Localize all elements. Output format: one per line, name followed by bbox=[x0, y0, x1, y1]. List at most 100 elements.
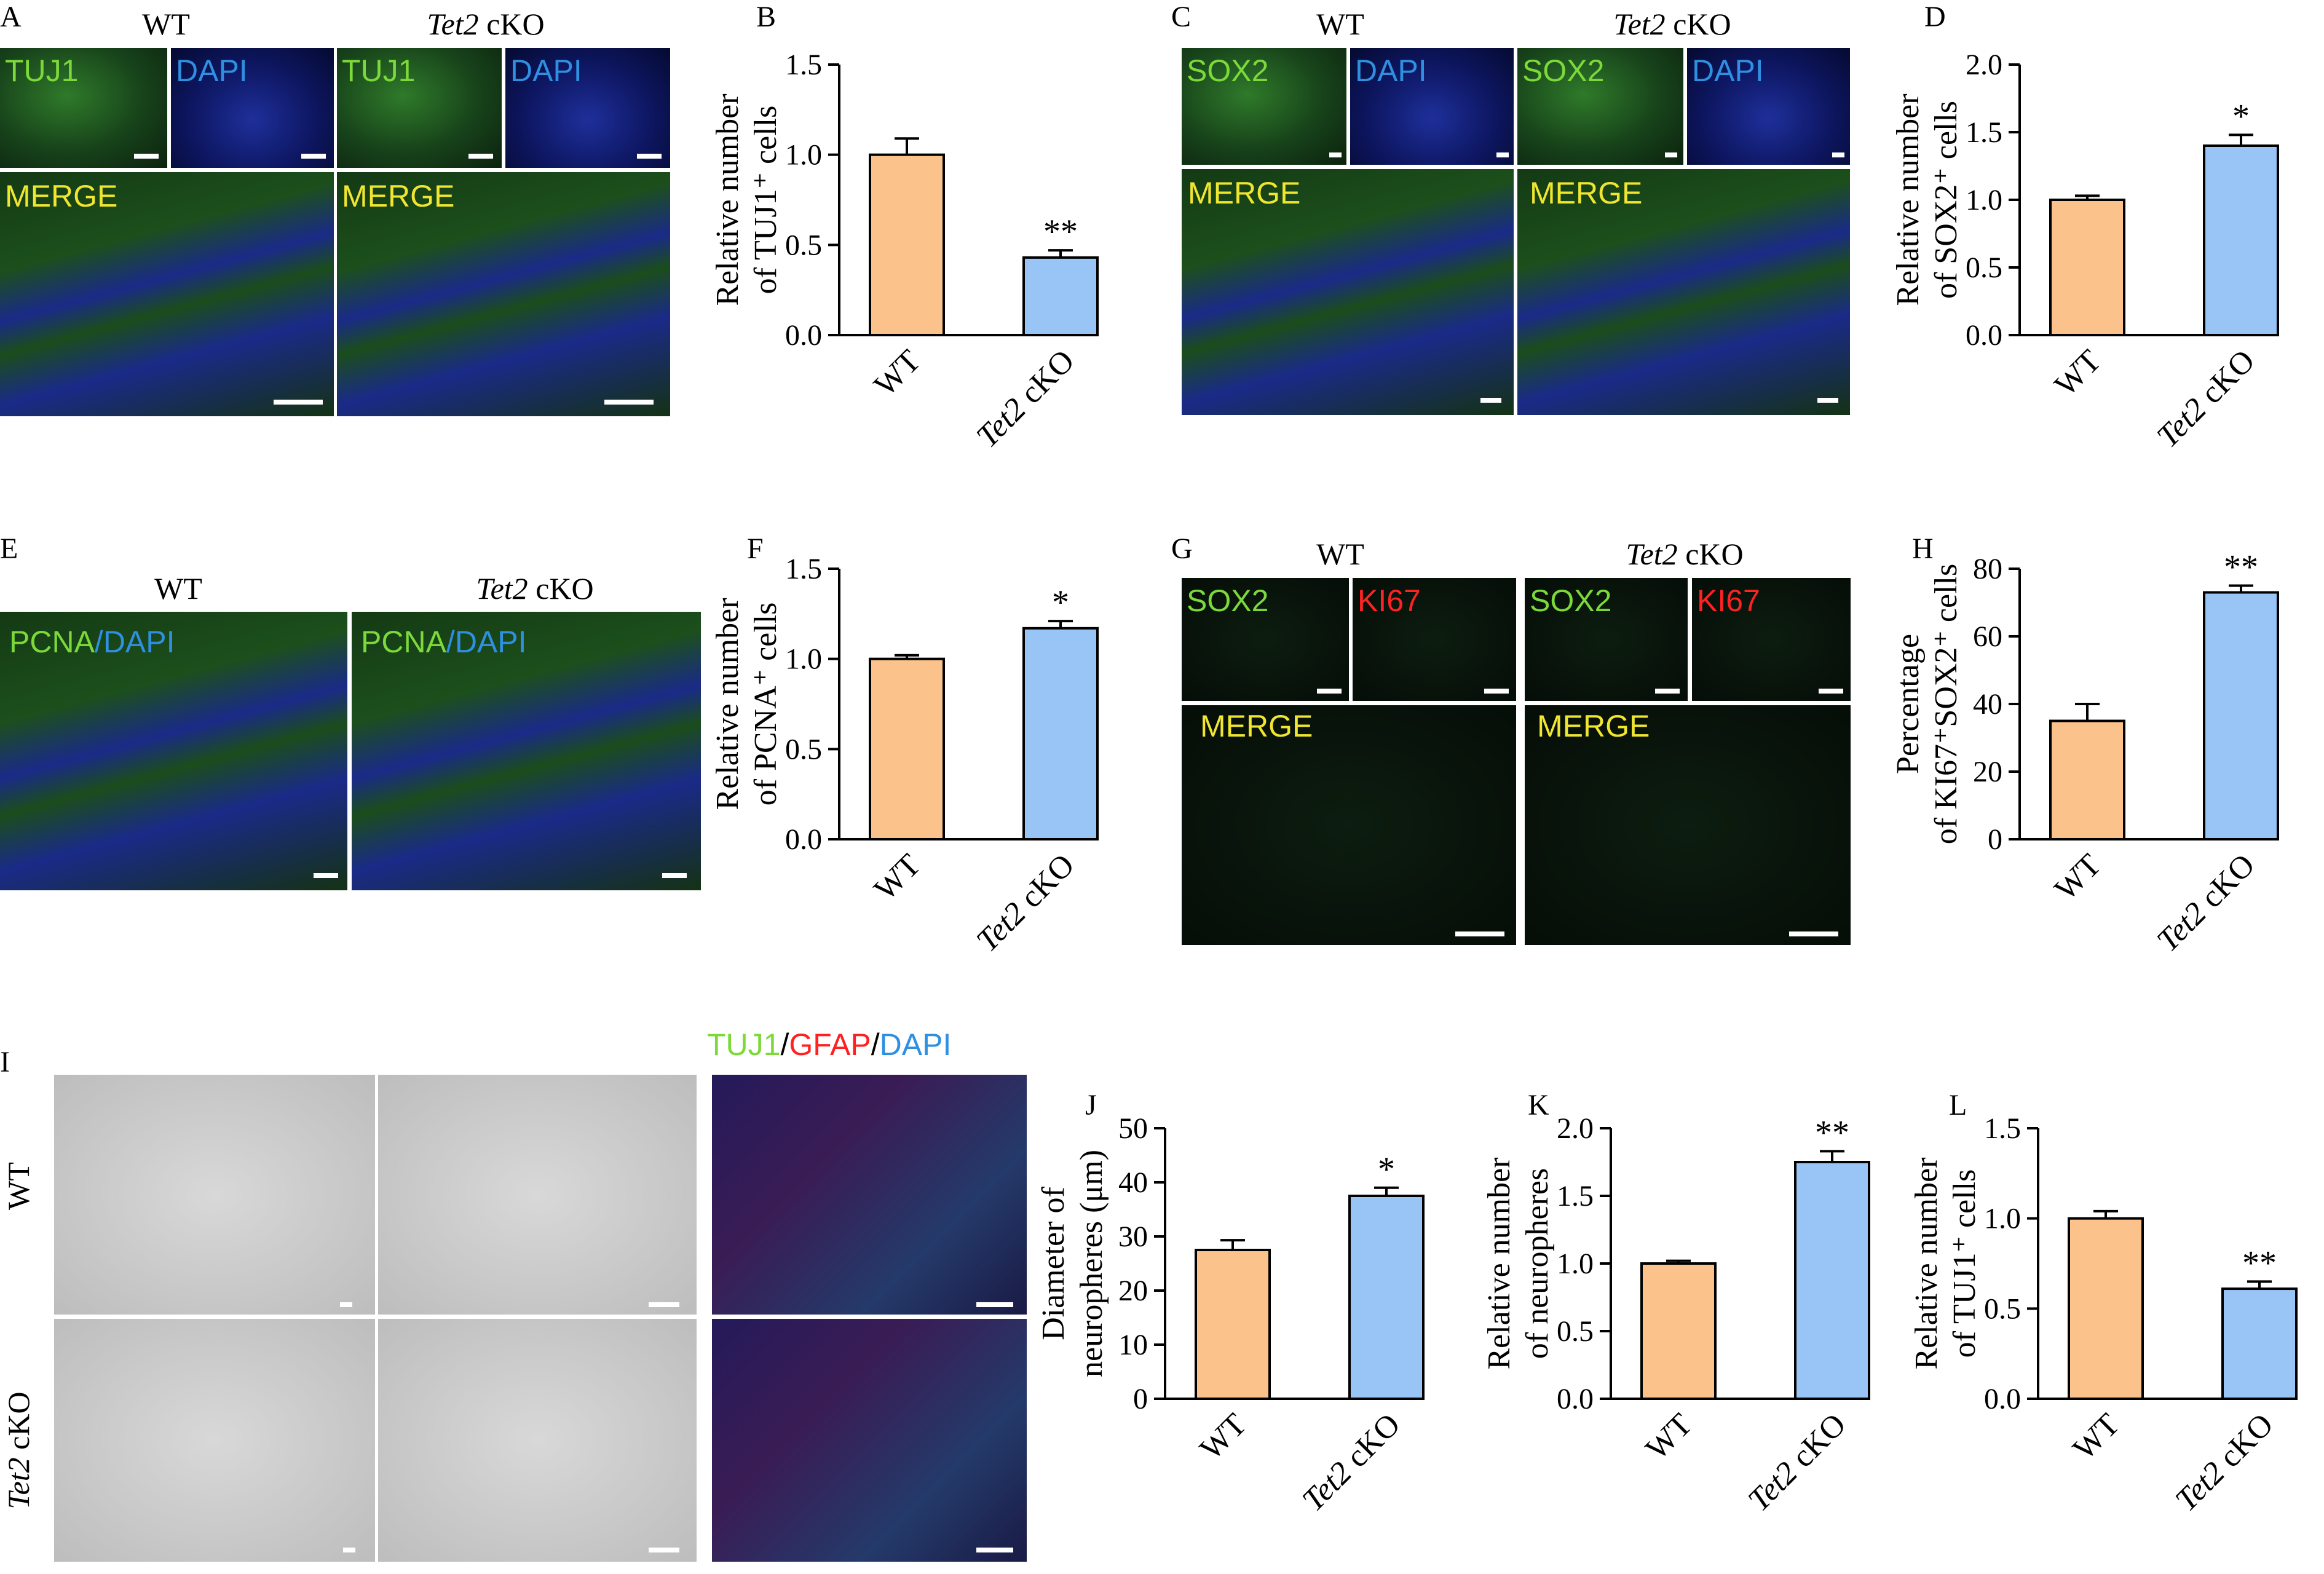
micro-c-cko-merge: MERGE bbox=[1517, 169, 1850, 415]
chart-b: 0.0 0.5 1.0 1.5 Relative number of TUJ1⁺ cell… bbox=[710, 49, 1099, 454]
panel-label-i: I bbox=[0, 1046, 10, 1078]
panel-label-k: K bbox=[1528, 1089, 1549, 1121]
micro-g-cko-sox2: SOX2 bbox=[1525, 578, 1688, 701]
y-axis-label: neuropheres (μm) bbox=[1074, 1150, 1109, 1377]
panel-label-h: H bbox=[1912, 532, 1934, 565]
x-tick-label: Tet2 cKO bbox=[2151, 847, 2262, 959]
y-tick-label: 40 bbox=[1118, 1166, 1148, 1199]
micro-a-cko-merge: MERGE bbox=[337, 172, 670, 416]
micro-i-wt-fluor bbox=[712, 1075, 1027, 1315]
micro-i-cko-high bbox=[378, 1319, 697, 1562]
y-tick-label: 2.0 bbox=[1966, 49, 2002, 81]
stain-label: SOX2 bbox=[1187, 583, 1269, 618]
micro-g-cko-ki67: KI67 bbox=[1692, 578, 1851, 701]
x-tick-label: WT bbox=[2048, 847, 2108, 907]
y-axis-label: of TUJ1⁺ cells bbox=[748, 106, 783, 295]
chart-k: 0.0 0.5 1.0 1.5 2.0 Relative number of neuroph… bbox=[1482, 1112, 1870, 1518]
y-tick-label: 0.0 bbox=[1984, 1383, 2021, 1415]
bar-cko bbox=[1794, 1161, 1870, 1400]
bar-wt bbox=[2068, 1217, 2144, 1401]
y-tick-label: 60 bbox=[1973, 620, 2002, 653]
stain-label: MERGE bbox=[1530, 176, 1643, 210]
y-tick-label: 30 bbox=[1118, 1220, 1148, 1253]
stain-label: MERGE bbox=[1200, 709, 1313, 743]
y-tick-label: 2.0 bbox=[1557, 1112, 1594, 1145]
bar-cko bbox=[2203, 591, 2279, 840]
panel-label-d: D bbox=[1924, 1, 1946, 33]
panel-c-cko-header: Tet2 cKO bbox=[1613, 7, 1731, 41]
x-tick-label: WT bbox=[868, 847, 927, 907]
y-tick-label: 1.5 bbox=[785, 49, 822, 81]
y-tick-label: 0.5 bbox=[1984, 1292, 2021, 1325]
bar-cko bbox=[1348, 1195, 1425, 1400]
panel-label-a: A bbox=[0, 1, 22, 33]
y-tick-label: 20 bbox=[1118, 1275, 1148, 1307]
micro-g-cko-merge: MERGE bbox=[1525, 705, 1851, 945]
panel-e-wt-header: WT bbox=[154, 571, 202, 606]
stain-label: PCNA/DAPI bbox=[361, 625, 527, 659]
y-tick-label: 0.5 bbox=[1557, 1315, 1594, 1348]
panel-i-wt-rowlabel: WT bbox=[1, 1162, 36, 1210]
panel-label-l: L bbox=[1949, 1089, 1967, 1121]
stain-label: MERGE bbox=[342, 179, 455, 213]
y-tick-label: 0 bbox=[1988, 823, 2002, 856]
y-axis-label: Diameter of bbox=[1036, 1186, 1071, 1340]
y-axis-label: of neuropheres bbox=[1520, 1168, 1555, 1359]
stain-label: KI67 bbox=[1358, 583, 1421, 618]
bar-wt bbox=[1640, 1262, 1717, 1400]
y-tick-label: 0.5 bbox=[785, 229, 822, 261]
y-axis-label: of SOX2⁺ cells bbox=[1929, 101, 1964, 299]
stain-label: MERGE bbox=[5, 179, 118, 213]
x-tick-label: Tet2 cKO bbox=[1296, 1407, 1407, 1518]
bar-cko bbox=[2221, 1287, 2298, 1401]
significance-label: ** bbox=[2224, 548, 2258, 587]
micro-c-wt-sox2: SOX2 bbox=[1182, 48, 1346, 165]
stain-label: MERGE bbox=[1188, 176, 1301, 210]
x-tick-label: WT bbox=[1193, 1407, 1253, 1466]
panel-a-wt-header: WT bbox=[142, 7, 190, 41]
stain-label: SOX2 bbox=[1522, 53, 1605, 88]
y-tick-label: 40 bbox=[1973, 688, 2002, 721]
x-tick-label: Tet2 cKO bbox=[2151, 343, 2262, 454]
chart-j: 0 10 20 30 40 50 Diameter of neuropheres (μm) WT… bbox=[1036, 1112, 1425, 1518]
y-tick-label: 1.5 bbox=[785, 553, 822, 585]
y-tick-label: 1.0 bbox=[785, 643, 822, 676]
panel-i-cko-rowlabel: Tet2 cKO bbox=[1, 1391, 36, 1509]
stain-label: PCNA/DAPI bbox=[9, 625, 175, 659]
significance-label: * bbox=[2232, 97, 2250, 135]
x-tick-label: WT bbox=[1639, 1407, 1699, 1466]
significance-label: ** bbox=[1043, 213, 1078, 251]
micro-a-wt-tuj1: TUJ1 bbox=[0, 48, 167, 168]
stain-label: DAPI bbox=[1692, 53, 1764, 88]
micro-g-wt-sox2: SOX2 bbox=[1182, 578, 1349, 701]
x-tick-label: Tet2 cKO bbox=[970, 847, 1081, 959]
significance-label: * bbox=[1052, 583, 1069, 622]
x-tick-label: WT bbox=[2066, 1407, 2126, 1466]
micro-a-wt-merge: MERGE bbox=[0, 172, 334, 416]
stain-label: MERGE bbox=[1537, 709, 1650, 743]
panel-label-c: C bbox=[1171, 1, 1192, 33]
micro-c-cko-dapi: DAPI bbox=[1687, 48, 1850, 165]
stain-label: SOX2 bbox=[1530, 583, 1612, 618]
micro-i-wt-high bbox=[378, 1075, 697, 1315]
y-tick-label: 0.0 bbox=[785, 823, 822, 856]
micro-e-cko-pcna: PCNA/DAPI bbox=[352, 612, 701, 890]
significance-label: * bbox=[1378, 1150, 1395, 1188]
significance-label: ** bbox=[2242, 1244, 2277, 1282]
panel-a-cko-header: Tet2 cKO bbox=[427, 7, 545, 41]
stain-label: SOX2 bbox=[1187, 53, 1269, 88]
y-axis-label: Percentage bbox=[1891, 634, 1926, 774]
y-axis-label: Relative number bbox=[1482, 1157, 1517, 1369]
panel-g-cko-header: Tet2 cKO bbox=[1626, 537, 1744, 571]
panel-i-stain-legend: TUJ1/GFAP/DAPI bbox=[707, 1027, 952, 1062]
x-tick-label: Tet2 cKO bbox=[2169, 1407, 2280, 1518]
bar-wt bbox=[869, 153, 945, 337]
micro-a-cko-dapi: DAPI bbox=[505, 48, 670, 168]
y-axis-label: Relative number bbox=[1891, 93, 1926, 306]
panel-e-cko-header: Tet2 cKO bbox=[476, 571, 594, 606]
x-tick-label: WT bbox=[868, 343, 927, 403]
micro-i-wt-low bbox=[54, 1075, 375, 1315]
significance-label: ** bbox=[1815, 1113, 1849, 1152]
panel-label-b: B bbox=[756, 1, 777, 33]
x-tick-label: Tet2 cKO bbox=[1742, 1407, 1853, 1518]
